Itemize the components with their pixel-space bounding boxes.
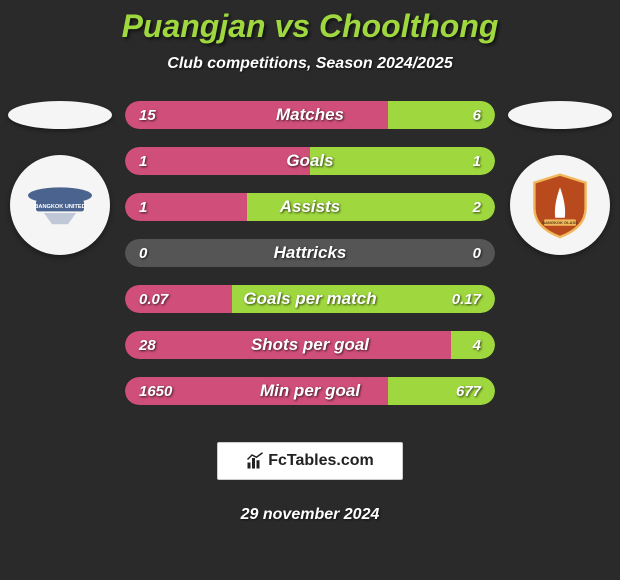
stat-bar-left <box>125 331 451 359</box>
stat-bar-left <box>125 239 310 267</box>
svg-text:BANGKOK UNITED: BANGKOK UNITED <box>34 204 85 210</box>
attribution-box[interactable]: FcTables.com <box>217 442 403 480</box>
svg-text:BANGKOK GLASS: BANGKOK GLASS <box>542 220 578 225</box>
main-row: BANGKOK UNITED 156Matches 11Goals 12Assist… <box>0 101 620 405</box>
stat-bar-left <box>125 285 232 313</box>
right-side: BANGKOK GLASS <box>505 101 615 255</box>
stat-row: 00Hattricks <box>125 239 495 267</box>
stat-bar-right <box>310 239 495 267</box>
stat-bar-right <box>388 101 495 129</box>
stat-row: 12Assists <box>125 193 495 221</box>
stat-bar-right <box>388 377 495 405</box>
comparison-container: Puangjan vs Choolthong Club competitions… <box>0 0 620 580</box>
stat-bars: 156Matches 11Goals 12Assists 00Hattricks 0.0… <box>125 101 495 405</box>
left-team-badge: BANGKOK UNITED <box>10 155 110 255</box>
right-badge-icon: BANGKOK GLASS <box>520 165 600 245</box>
stat-row: 1650677Min per goal <box>125 377 495 405</box>
right-team-badge: BANGKOK GLASS <box>510 155 610 255</box>
chart-icon <box>246 452 264 470</box>
stat-row: 0.070.17Goals per match <box>125 285 495 313</box>
left-badge-icon: BANGKOK UNITED <box>20 165 100 245</box>
stat-bar-left <box>125 377 388 405</box>
stat-row: 11Goals <box>125 147 495 175</box>
date-label: 29 november 2024 <box>0 506 620 524</box>
left-flag-placeholder <box>8 101 112 129</box>
subtitle: Club competitions, Season 2024/2025 <box>0 55 620 73</box>
stat-bar-right <box>232 285 495 313</box>
page-title: Puangjan vs Choolthong <box>0 8 620 45</box>
left-side: BANGKOK UNITED <box>5 101 115 255</box>
attribution-text: FcTables.com <box>268 452 374 470</box>
stat-bar-left <box>125 147 310 175</box>
stat-bar-left <box>125 101 388 129</box>
stat-row: 156Matches <box>125 101 495 129</box>
stat-bar-left <box>125 193 247 221</box>
right-flag-placeholder <box>508 101 612 129</box>
stat-row: 284Shots per goal <box>125 331 495 359</box>
stat-bar-right <box>451 331 495 359</box>
stat-bar-right <box>310 147 495 175</box>
stat-bar-right <box>247 193 495 221</box>
